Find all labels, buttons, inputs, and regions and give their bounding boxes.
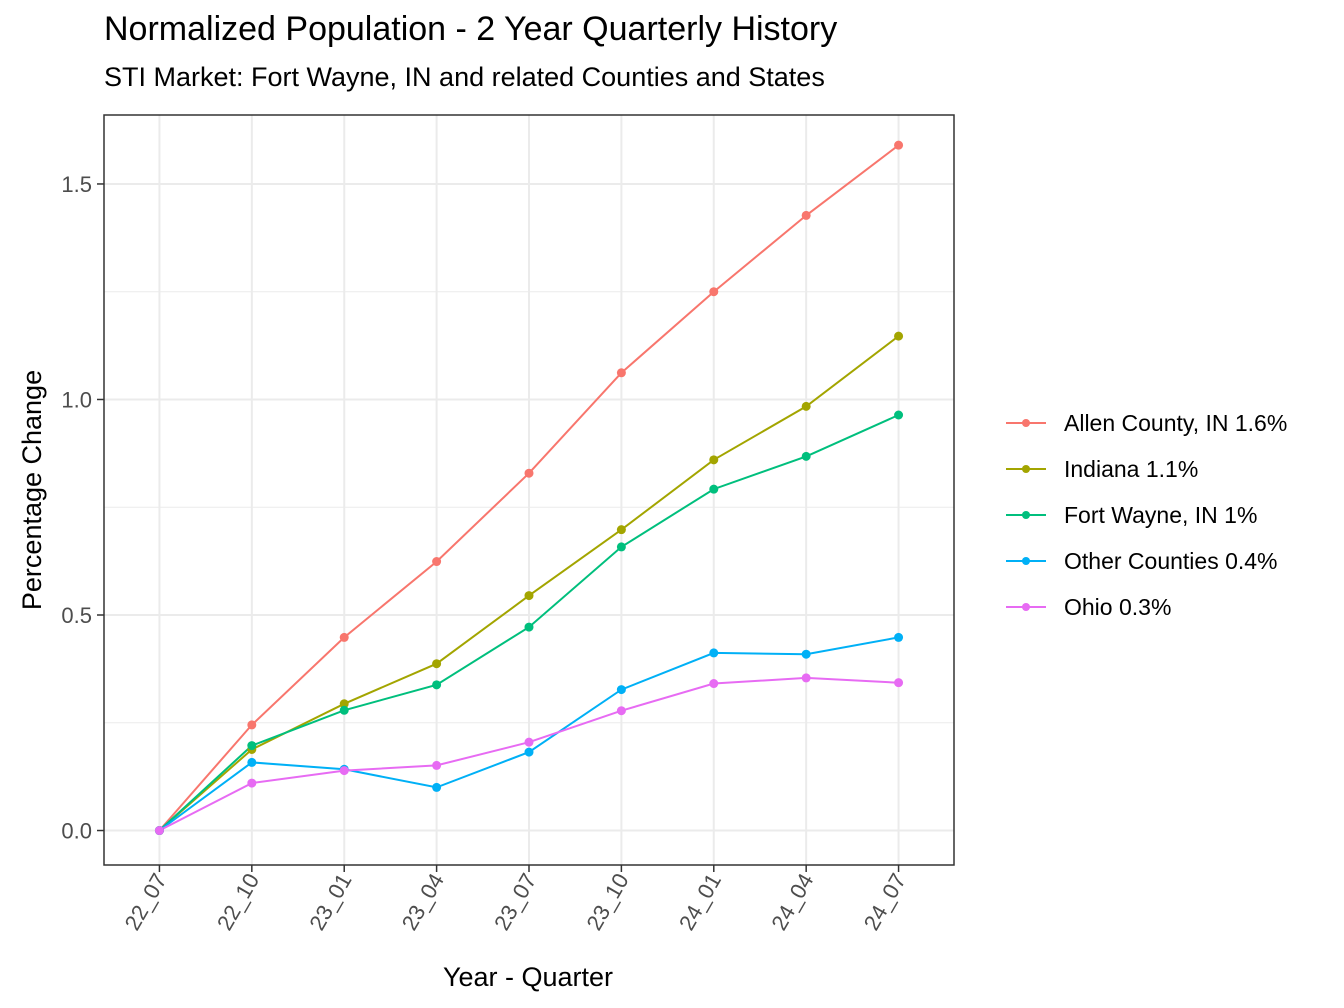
data-point [339,632,349,642]
x-axis-label: Year - Quarter [443,962,613,992]
data-point [709,648,719,658]
y-tick-label: 0.5 [61,603,92,628]
legend-label: Allen County, IN 1.6% [1064,409,1288,436]
data-point [432,659,442,669]
legend-key-point [1022,557,1030,565]
y-tick-label: 0.0 [61,819,92,844]
legend-key-point [1022,603,1030,611]
data-point [524,468,534,478]
x-tick-label: 22_07 [120,869,172,934]
legend-key-point [1022,511,1030,519]
data-point [894,331,904,341]
x-tick-label: 23_10 [581,869,633,934]
legend-item: Indiana 1.1% [1004,446,1287,492]
data-point [616,525,626,535]
legend-item: Other Counties 0.4% [1004,538,1287,584]
data-point [801,673,811,683]
data-point [247,757,257,767]
y-tick-label: 1.5 [61,172,92,197]
data-point [524,622,534,632]
series-layer [154,140,904,836]
x-tick-label: 24_07 [859,869,911,934]
legend-label: Ohio 0.3% [1064,593,1172,620]
x-axis: 22_07 22_10 23_01 23_04 23_07 23_10 24_01 24_04… [120,865,911,934]
data-point [894,632,904,642]
legend-item: Ohio 0.3% [1004,584,1287,630]
data-point [339,699,349,709]
legend-key [1004,597,1048,617]
data-point [616,706,626,716]
data-point [801,451,811,461]
data-point [432,782,442,792]
legend-key [1004,459,1048,479]
chart-subtitle: STI Market: Fort Wayne, IN and related C… [104,62,825,92]
chart-title: Normalized Population - 2 Year Quarterly… [104,10,838,48]
legend-key [1004,413,1048,433]
legend-key-point [1022,465,1030,473]
x-tick-label: 23_07 [489,869,541,934]
data-point [339,766,349,776]
data-point [801,401,811,411]
data-point [709,484,719,494]
data-point [524,737,534,747]
data-point [432,760,442,770]
data-point [616,368,626,378]
data-point [894,410,904,420]
data-point [524,747,534,757]
legend-key [1004,505,1048,525]
legend-item: Allen County, IN 1.6% [1004,400,1287,446]
x-tick-label: 23_01 [304,869,356,934]
data-point [432,557,442,567]
data-point [339,705,349,715]
data-point [616,542,626,552]
data-point [247,778,257,788]
legend: Allen County, IN 1.6% Indiana 1.1% Fort Wa… [1004,400,1287,630]
data-point [524,591,534,601]
data-point [154,826,164,836]
data-point [801,210,811,220]
legend-label: Fort Wayne, IN 1% [1064,501,1258,528]
legend-key [1004,551,1048,571]
x-tick-label: 24_01 [674,869,726,934]
x-tick-label: 22_10 [212,869,264,934]
x-tick-label: 23_04 [397,869,449,934]
legend-label: Indiana 1.1% [1064,455,1199,482]
data-point [709,679,719,689]
data-point [894,678,904,688]
data-point [616,685,626,695]
x-tick-label: 24_04 [766,869,818,934]
data-point [247,720,257,730]
legend-key-point [1022,419,1030,427]
legend-label: Other Counties 0.4% [1064,547,1278,574]
data-point [247,741,257,751]
data-point [709,455,719,465]
data-point [801,649,811,659]
y-tick-label: 1.0 [61,387,92,412]
y-axis: 0.0 0.5 1.0 1.5 [61,172,104,844]
grid-major [104,115,954,865]
data-point [432,680,442,690]
y-axis-label: Percentage Change [17,370,47,610]
data-point [709,287,719,297]
data-point [894,140,904,150]
legend-item: Fort Wayne, IN 1% [1004,492,1287,538]
